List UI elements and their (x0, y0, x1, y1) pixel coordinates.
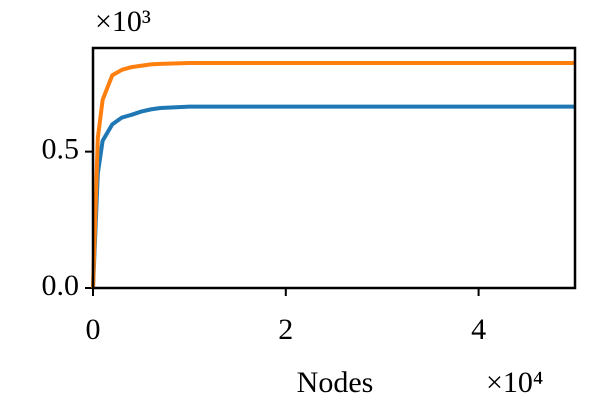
x-offset-label: ×10⁴ (486, 366, 543, 399)
x-axis-label: Nodes (297, 366, 374, 399)
x-tick-label: 0 (86, 313, 101, 346)
series-line (91, 61, 575, 289)
x-tick-label: 2 (278, 313, 293, 346)
x-tick-label: 4 (471, 313, 486, 346)
plot-frame (91, 46, 577, 290)
y-tick-label: 0.0 (42, 269, 80, 302)
series-line (91, 104, 575, 289)
y-offset-label: ×10³ (95, 5, 151, 38)
y-tick-label: 0.5 (42, 133, 80, 166)
